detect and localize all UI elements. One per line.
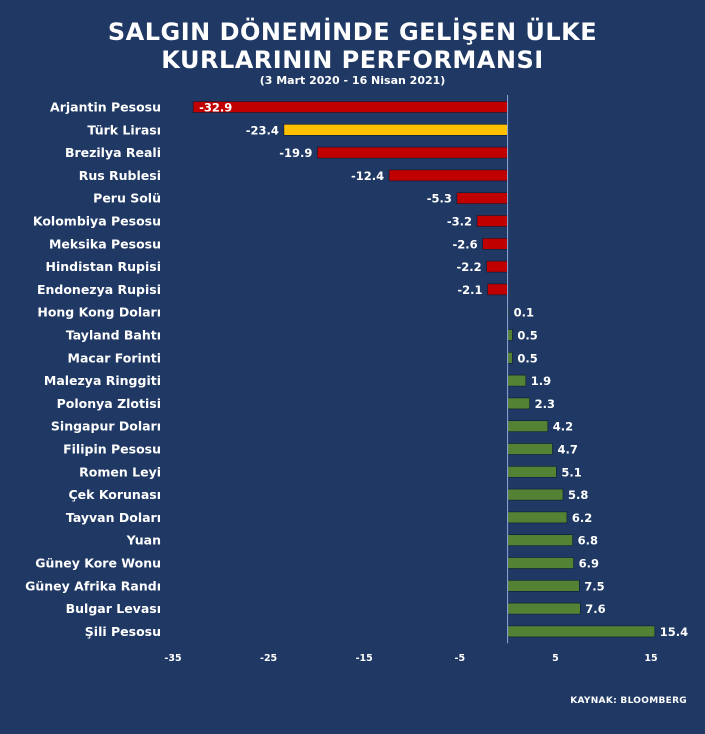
category-label-13: Polonya Zlotisi xyxy=(57,396,161,411)
value-labels-group: -32.9 -23.4-19.9 -12.4 -5.3 -3.2 -2.6 -2.2 -2.1… xyxy=(199,101,688,639)
value-label-0: -32.9 xyxy=(199,101,232,115)
bar-17 xyxy=(507,488,564,501)
category-labels-group: Arjantin Pesosu Türk Lirası Brezilya Reali… xyxy=(25,100,161,639)
bar-13 xyxy=(507,397,530,410)
category-label-0: Arjantin Pesosu xyxy=(50,100,161,115)
bar-22 xyxy=(507,602,581,615)
value-label-12: 1.9 xyxy=(531,374,551,388)
value-label-19: 6.8 xyxy=(578,534,598,548)
x-tick-label-1: -25 xyxy=(260,653,277,664)
bar-12 xyxy=(507,374,527,387)
bar-10 xyxy=(507,329,513,341)
category-label-9: Hong Kong Doları xyxy=(37,305,161,320)
value-label-17: 5.8 xyxy=(568,488,588,502)
value-label-2: -19.9 xyxy=(279,146,312,160)
category-label-8: Endonezya Rupisi xyxy=(37,282,161,297)
category-label-17: Çek Korunası xyxy=(69,487,162,502)
value-label-6: -2.6 xyxy=(453,237,478,251)
category-label-3: Rus Rublesi xyxy=(79,168,161,183)
category-label-14: Singapur Doları xyxy=(51,419,161,434)
bar-5 xyxy=(476,215,508,227)
value-label-16: 5.1 xyxy=(561,465,581,479)
bar-15 xyxy=(507,443,553,455)
category-label-11: Macar Forinti xyxy=(68,350,161,365)
x-tick-label-0: -35 xyxy=(164,653,181,664)
category-label-2: Brezilya Reali xyxy=(65,145,161,160)
value-label-11: 0.5 xyxy=(517,351,537,365)
value-label-15: 4.7 xyxy=(558,443,578,457)
chart-title-line-2: KURLARININ PERFORMANSI xyxy=(161,46,544,74)
bar-3 xyxy=(388,169,508,182)
bar-18 xyxy=(507,511,568,524)
category-label-7: Hindistan Rupisi xyxy=(46,259,161,274)
value-label-22: 7.6 xyxy=(585,602,605,616)
value-label-20: 6.9 xyxy=(579,557,599,571)
category-label-12: Malezya Ringgiti xyxy=(44,373,161,388)
x-tick-label-4: 5 xyxy=(552,653,559,664)
value-label-5: -3.2 xyxy=(447,215,472,229)
bar-16 xyxy=(507,465,557,478)
bar-21 xyxy=(507,579,580,592)
category-label-6: Meksika Pesosu xyxy=(49,236,161,251)
bar-0 xyxy=(192,101,508,113)
bar-6 xyxy=(482,238,508,250)
category-label-10: Tayland Bahtı xyxy=(66,328,161,343)
category-label-22: Bulgar Levası xyxy=(66,601,161,616)
bar-20 xyxy=(507,557,574,569)
bar-14 xyxy=(507,420,549,433)
category-label-15: Filipin Pesosu xyxy=(63,442,161,457)
bar-2 xyxy=(317,146,508,159)
value-label-18: 6.2 xyxy=(572,511,592,525)
x-tick-label-2: -15 xyxy=(356,653,373,664)
category-label-23: Şili Pesosu xyxy=(85,624,161,639)
x-tick-labels-group: -35 -25 -15 -5 5 15 xyxy=(164,653,657,664)
value-label-1: -23.4 xyxy=(246,123,279,137)
value-label-13: 2.3 xyxy=(535,397,555,411)
value-label-8: -2.1 xyxy=(457,283,482,297)
value-label-4: -5.3 xyxy=(427,192,452,206)
value-label-7: -2.2 xyxy=(456,260,481,274)
category-label-20: Güney Kore Wonu xyxy=(35,556,161,571)
chart-title-line-1: SALGIN DÖNEMİNDE GELİŞEN ÜLKE xyxy=(107,18,598,46)
value-label-10: 0.5 xyxy=(517,329,537,343)
category-label-18: Tayvan Doları xyxy=(66,510,161,525)
value-label-23: 15.4 xyxy=(660,625,688,639)
category-label-19: Yuan xyxy=(126,533,161,548)
bar-7 xyxy=(486,260,508,273)
category-label-1: Türk Lirası xyxy=(87,122,161,137)
chart-subtitle: (3 Mart 2020 - 16 Nisan 2021) xyxy=(259,74,446,87)
x-tick-label-5: 15 xyxy=(644,653,657,664)
x-tick-label-3: -5 xyxy=(455,653,466,664)
category-label-21: Güney Afrika Randı xyxy=(25,578,161,593)
bar-8 xyxy=(487,283,508,296)
bar-4 xyxy=(456,192,508,204)
category-label-5: Kolombiya Pesosu xyxy=(33,214,161,229)
bar-19 xyxy=(507,534,573,547)
bar-11 xyxy=(507,351,513,364)
category-label-16: Romen Leyi xyxy=(79,464,161,479)
source-credit: KAYNAK: BLOOMBERG xyxy=(570,696,687,706)
value-label-3: -12.4 xyxy=(351,169,384,183)
bar-23 xyxy=(507,625,656,638)
category-label-4: Peru Solü xyxy=(93,191,161,206)
value-label-21: 7.5 xyxy=(584,579,604,593)
value-label-14: 4.2 xyxy=(553,420,573,434)
value-label-9: 0.1 xyxy=(514,306,534,320)
bar-1 xyxy=(283,124,508,136)
